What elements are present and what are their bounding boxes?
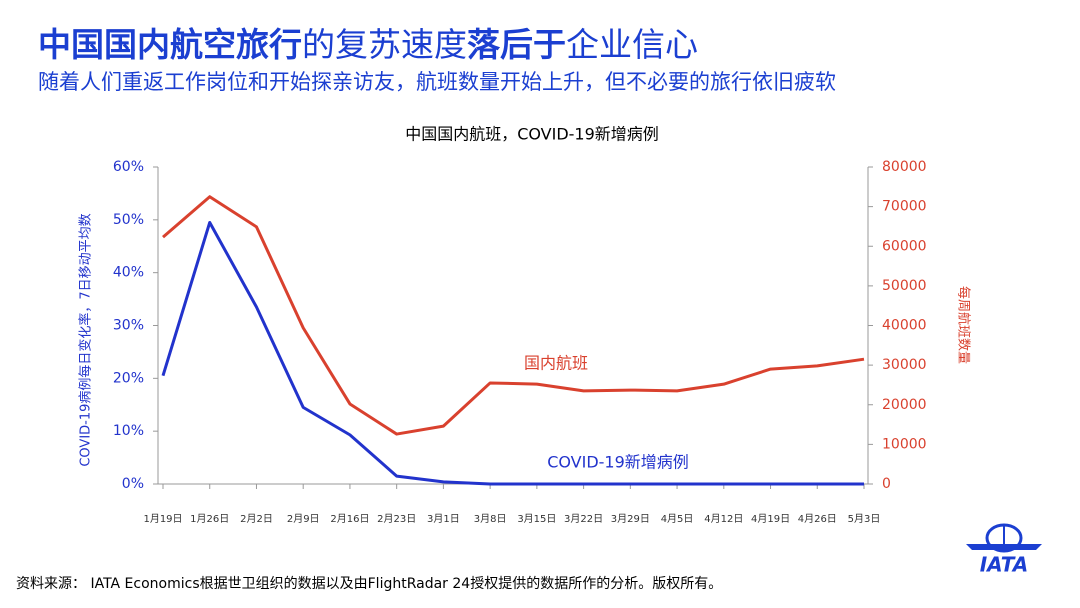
y-tick-label: 20% (113, 370, 144, 386)
x-tick-label: 2月16日 (330, 513, 369, 525)
y2-tick-label: 30000 (882, 357, 927, 373)
title-segment: 企业信心 (566, 25, 698, 64)
y2-axis-label: 每周航班数量 (956, 286, 972, 364)
y-tick-label: 50% (113, 212, 144, 228)
series-label: COVID-19新增病例 (547, 453, 689, 472)
y2-tick-label: 0 (882, 476, 891, 492)
y2-tick-label: 60000 (882, 238, 927, 254)
y2-tick-label: 50000 (882, 278, 927, 294)
x-tick-label: 1月26日 (190, 513, 229, 525)
x-tick-label: 3月1日 (427, 513, 460, 525)
y2-tick-label: 40000 (882, 318, 927, 334)
series-line (162, 195, 865, 436)
x-tick-label: 2月2日 (240, 513, 273, 525)
x-tick-label: 3月8日 (474, 513, 507, 525)
x-tick-label: 4月26日 (798, 513, 837, 525)
y-tick-label: 10% (113, 423, 144, 439)
y-axis-label: COVID-19病例每日变化率，7日移动平均数 (78, 213, 94, 466)
slide-title: 中国国内航空旅行的复苏速度落后于企业信心 (38, 25, 698, 64)
chart-title: 中国国内航班，COVID-19新增病例 (405, 125, 659, 144)
x-tick-label: 5月3日 (848, 513, 881, 525)
x-tick-label: 2月9日 (287, 513, 320, 525)
y-tick-label: 30% (113, 318, 144, 334)
x-tick-label: 3月22日 (564, 513, 603, 525)
y-tick-label: 0% (122, 476, 144, 492)
source: 资料来源： IATA Economics根据世卫组织的数据以及由FlightRa… (16, 576, 722, 592)
x-tick-label: 1月19日 (143, 513, 182, 525)
y2-tick-label: 10000 (882, 436, 927, 452)
y2-tick-label: 70000 (882, 199, 927, 215)
x-tick-label: 4月5日 (661, 513, 694, 525)
x-tick-label: 2月23日 (377, 513, 416, 525)
y-tick-label: 60% (113, 159, 144, 175)
slide-subtitle: 随着人们重返工作岗位和开始探亲访友，航班数量开始上升，但不必要的旅行依旧疲软 (38, 70, 836, 94)
title-segment: 落后于 (467, 25, 566, 64)
y-tick-label: 40% (113, 265, 144, 281)
logo: IATA (966, 523, 1042, 577)
x-tick-label: 3月29日 (611, 513, 650, 525)
series-label: 国内航班 (524, 354, 588, 373)
x-tick-label: 4月19日 (751, 513, 790, 525)
y2-tick-label: 20000 (882, 397, 927, 413)
title-segment: 中国国内航空旅行 (38, 25, 302, 64)
series-line (161, 220, 864, 486)
title-segment: 的复苏速度 (302, 25, 467, 64)
y2-tick-label: 80000 (882, 159, 927, 175)
x-tick-label: 4月12日 (704, 513, 743, 525)
x-tick-label: 3月15日 (517, 513, 556, 525)
logo-text: IATA (980, 553, 1029, 577)
